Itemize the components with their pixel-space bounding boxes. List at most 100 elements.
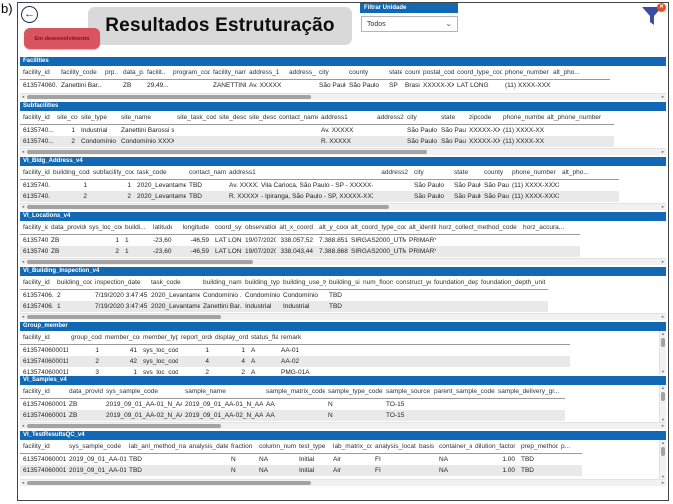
column-header[interactable]: alt_pho... <box>559 166 619 180</box>
horizontal-scroll-thumb[interactable] <box>26 150 428 154</box>
column-header[interactable]: member_type <box>140 331 178 345</box>
column-header[interactable]: facilit.. <box>144 66 170 80</box>
column-header[interactable]: postal_code <box>420 66 454 80</box>
column-header[interactable]: zipcode <box>466 111 500 125</box>
column-header[interactable]: data_provider <box>48 221 86 235</box>
column-header[interactable]: facility_id <box>20 276 54 290</box>
column-header[interactable]: alt_pho... <box>550 66 610 80</box>
scroll-up-icon[interactable]: ▲ <box>661 440 665 445</box>
column-header[interactable]: construct_year <box>393 276 431 290</box>
column-header[interactable]: alt_coord_type_code <box>348 221 406 235</box>
horizontal-scrollbar[interactable]: ◄ ► <box>20 93 666 100</box>
scroll-right-icon[interactable]: ► <box>661 259 665 264</box>
column-header[interactable]: lab_anl_method_name <box>126 440 186 454</box>
column-header[interactable]: country <box>402 66 420 80</box>
column-header[interactable]: facility_id <box>20 440 66 454</box>
column-header[interactable]: city <box>316 66 346 80</box>
column-header[interactable]: latitude <box>150 221 172 235</box>
column-header[interactable]: state <box>451 166 481 180</box>
column-header[interactable]: report_order <box>178 331 212 345</box>
column-header[interactable]: p... <box>558 440 582 454</box>
scroll-down-icon[interactable]: ▼ <box>661 417 665 422</box>
column-header[interactable]: container_id <box>436 440 472 454</box>
column-header[interactable]: address1 <box>318 111 374 125</box>
column-header[interactable]: remark <box>278 331 330 345</box>
column-header[interactable]: site_task_code <box>174 111 216 125</box>
column-header[interactable]: facility_id <box>20 385 66 399</box>
scroll-left-icon[interactable]: ◄ <box>21 480 25 485</box>
horizontal-scrollbar[interactable]: ◄ ► <box>20 203 666 210</box>
column-header[interactable] <box>330 331 570 345</box>
scroll-up-icon[interactable]: ▲ <box>661 385 665 390</box>
column-header[interactable]: coord_type_code <box>454 66 502 80</box>
scroll-left-icon[interactable]: ◄ <box>21 259 25 264</box>
column-header[interactable]: county <box>481 166 509 180</box>
scroll-right-icon[interactable]: ► <box>661 314 665 319</box>
column-header[interactable]: facility_code <box>58 66 102 80</box>
scroll-right-icon[interactable]: ► <box>661 480 665 485</box>
column-header[interactable]: alt_phone_number <box>544 111 614 125</box>
vertical-scroll-thumb[interactable] <box>661 392 665 401</box>
column-header[interactable]: analysis_date <box>186 440 228 454</box>
column-header[interactable]: sample_name <box>182 385 263 399</box>
column-header[interactable]: foundation_depth <box>431 276 478 290</box>
scroll-right-icon[interactable]: ► <box>661 94 665 99</box>
column-header[interactable]: facility_name <box>210 66 246 80</box>
column-header[interactable]: sys_loc_code <box>86 221 122 235</box>
column-header[interactable]: site_type <box>78 111 118 125</box>
scroll-down-icon[interactable]: ▼ <box>661 369 665 374</box>
column-header[interactable] <box>258 166 373 180</box>
column-header[interactable]: longitude <box>172 221 212 235</box>
column-header[interactable]: building_size <box>326 276 360 290</box>
column-header[interactable]: sample_source <box>383 385 431 399</box>
vertical-scroll-thumb[interactable] <box>661 338 665 347</box>
horizontal-scrollbar[interactable]: ◄ ► <box>20 479 666 486</box>
scroll-left-icon[interactable]: ◄ <box>21 204 25 209</box>
horizontal-scroll-thumb[interactable] <box>26 95 312 99</box>
column-header[interactable]: building_name <box>200 276 242 290</box>
column-header[interactable]: alt_x_coord <box>276 221 316 235</box>
horizontal-scroll-thumb[interactable] <box>26 260 254 264</box>
column-header[interactable]: state <box>438 111 466 125</box>
column-header[interactable]: city <box>411 166 451 180</box>
vertical-scrollbar[interactable]: ▲ ▼ <box>659 385 666 422</box>
column-header[interactable]: address1 <box>226 166 258 180</box>
horizontal-scrollbar[interactable]: ◄ ► <box>20 148 666 155</box>
column-header[interactable]: observation_... <box>242 221 276 235</box>
column-header[interactable]: sample_delivery_gr... <box>495 385 565 399</box>
scroll-left-icon[interactable]: ◄ <box>21 94 25 99</box>
column-header[interactable]: state <box>386 66 402 80</box>
vertical-scroll-thumb[interactable] <box>661 447 665 456</box>
column-header[interactable]: address_1 <box>246 66 286 80</box>
column-header[interactable]: alt_y_coord <box>316 221 348 235</box>
column-header[interactable]: contact_name <box>186 166 226 180</box>
column-header[interactable]: subfacility_code <box>90 166 134 180</box>
column-header[interactable]: building_type <box>242 276 280 290</box>
scroll-right-icon[interactable]: ► <box>661 204 665 209</box>
column-header[interactable]: site_desc1 <box>216 111 246 125</box>
clear-filter-icon[interactable]: ✕ <box>657 3 666 12</box>
horizontal-scroll-thumb[interactable] <box>26 424 221 428</box>
column-header[interactable]: lab_matrix_code <box>330 440 372 454</box>
horizontal-scrollbar[interactable]: ◄ ► <box>20 313 666 320</box>
column-header[interactable]: data_p.. <box>120 66 144 80</box>
column-header[interactable]: member_code <box>102 331 140 345</box>
column-header[interactable]: city <box>404 111 438 125</box>
column-header[interactable]: facility_id <box>20 66 58 80</box>
vertical-scrollbar[interactable]: ▲ ▼ <box>659 331 666 374</box>
column-header[interactable]: site_code <box>54 111 78 125</box>
column-header[interactable]: program_code <box>170 66 210 80</box>
column-header[interactable]: phone_number <box>502 66 550 80</box>
column-header[interactable]: buildi... <box>122 221 150 235</box>
column-header[interactable]: facility_id <box>20 331 68 345</box>
filter-unit-dropdown[interactable]: Todos ⌄ <box>361 16 458 32</box>
column-header[interactable]: horz_accura... <box>520 221 580 235</box>
column-header[interactable]: phone_number <box>509 166 559 180</box>
column-header[interactable]: display_order <box>212 331 248 345</box>
vertical-scrollbar[interactable]: ▲ ▼ <box>659 440 666 479</box>
column-header[interactable]: data_provider <box>66 385 103 399</box>
column-header[interactable]: status_flag <box>248 331 278 345</box>
column-header[interactable]: contact_name <box>276 111 318 125</box>
column-header[interactable]: parent_sample_code <box>431 385 495 399</box>
